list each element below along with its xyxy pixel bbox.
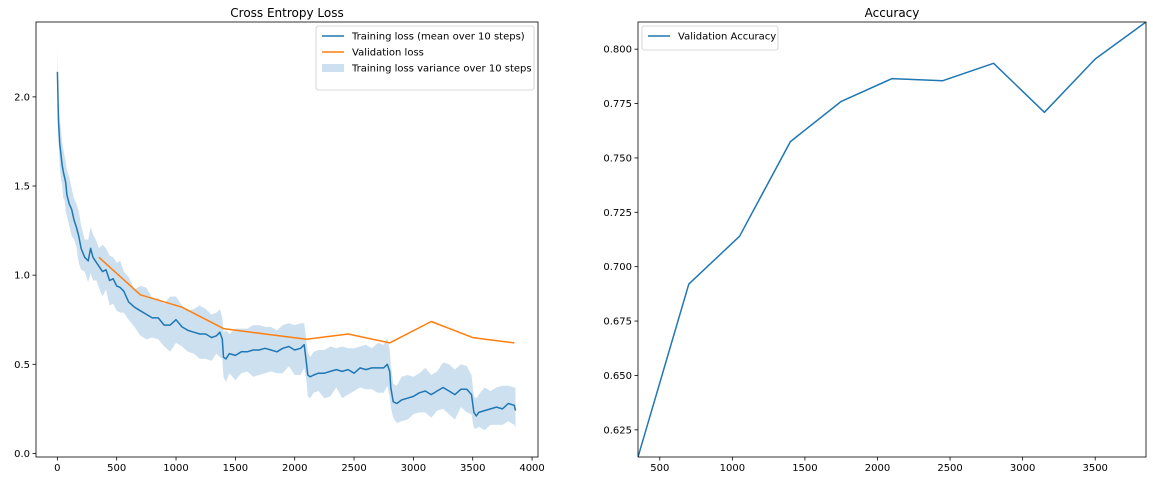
y-tick-label: 0.775	[603, 99, 632, 110]
x-tick-label: 2000	[282, 463, 307, 474]
y-tick-label: 0.725	[603, 208, 632, 219]
x-tick-label: 2000	[865, 463, 890, 474]
legend-label-0: Training loss (mean over 10 steps)	[351, 32, 525, 43]
series-line-0	[56, 71, 517, 417]
legend: Training loss (mean over 10 steps) Valida…	[315, 25, 535, 91]
chart-title: Accuracy	[865, 6, 920, 20]
x-tick-label: 2500	[341, 463, 366, 474]
y-tick-label: 1.0	[14, 271, 30, 282]
plot-area	[56, 48, 517, 431]
variance-band-2	[57, 48, 516, 431]
x-tick-label: 3000	[1010, 463, 1035, 474]
x-tick-label: 1500	[223, 463, 248, 474]
y-tick-label: 0.675	[603, 317, 632, 328]
legend-label-0: Validation Accuracy	[678, 32, 776, 43]
accuracy-chart: Accuracy 500 1000 1500 2000 2500 3000 3500 0.625…	[603, 6, 1147, 474]
legend-box	[641, 25, 779, 51]
y-tick-label: 1.5	[14, 182, 30, 193]
y-tick-label: 0.700	[603, 262, 632, 273]
y-tick-label: 0.5	[14, 360, 30, 371]
x-tick-label: 3500	[460, 463, 485, 474]
x-tick-label: 500	[107, 463, 126, 474]
x-tick-label: 3500	[1082, 463, 1107, 474]
y-tick-label: 0.800	[603, 45, 632, 56]
axes-frame	[637, 21, 1147, 458]
axes-frame	[35, 21, 539, 458]
x-tick-label: 0	[54, 463, 60, 474]
legend-swatch-2	[322, 64, 344, 72]
x-tick-label: 1500	[792, 463, 817, 474]
x-tick-label: 1000	[720, 463, 745, 474]
y-tick-label: 0.0	[14, 449, 30, 460]
legend-label-2: Training loss variance over 10 steps	[351, 64, 532, 75]
x-tick-label: 2500	[937, 463, 962, 474]
y-tick-label: 0.750	[603, 153, 632, 164]
legend: Validation Accuracy	[641, 25, 779, 51]
y-tick-label: 0.625	[603, 425, 632, 436]
loss-chart: Cross Entropy Loss 0 500 1000 1500 2000 2500 30…	[14, 6, 545, 474]
x-tick-label: 3000	[401, 463, 426, 474]
chart-title: Cross Entropy Loss	[230, 6, 343, 20]
y-tick-label: 0.650	[603, 371, 632, 382]
x-tick-label: 500	[650, 463, 669, 474]
y-tick-label: 2.0	[14, 92, 30, 103]
x-tick-label: 4000	[519, 463, 544, 474]
x-tick-label: 1000	[163, 463, 188, 474]
legend-box	[315, 25, 535, 91]
legend-label-1: Validation loss	[352, 48, 424, 59]
